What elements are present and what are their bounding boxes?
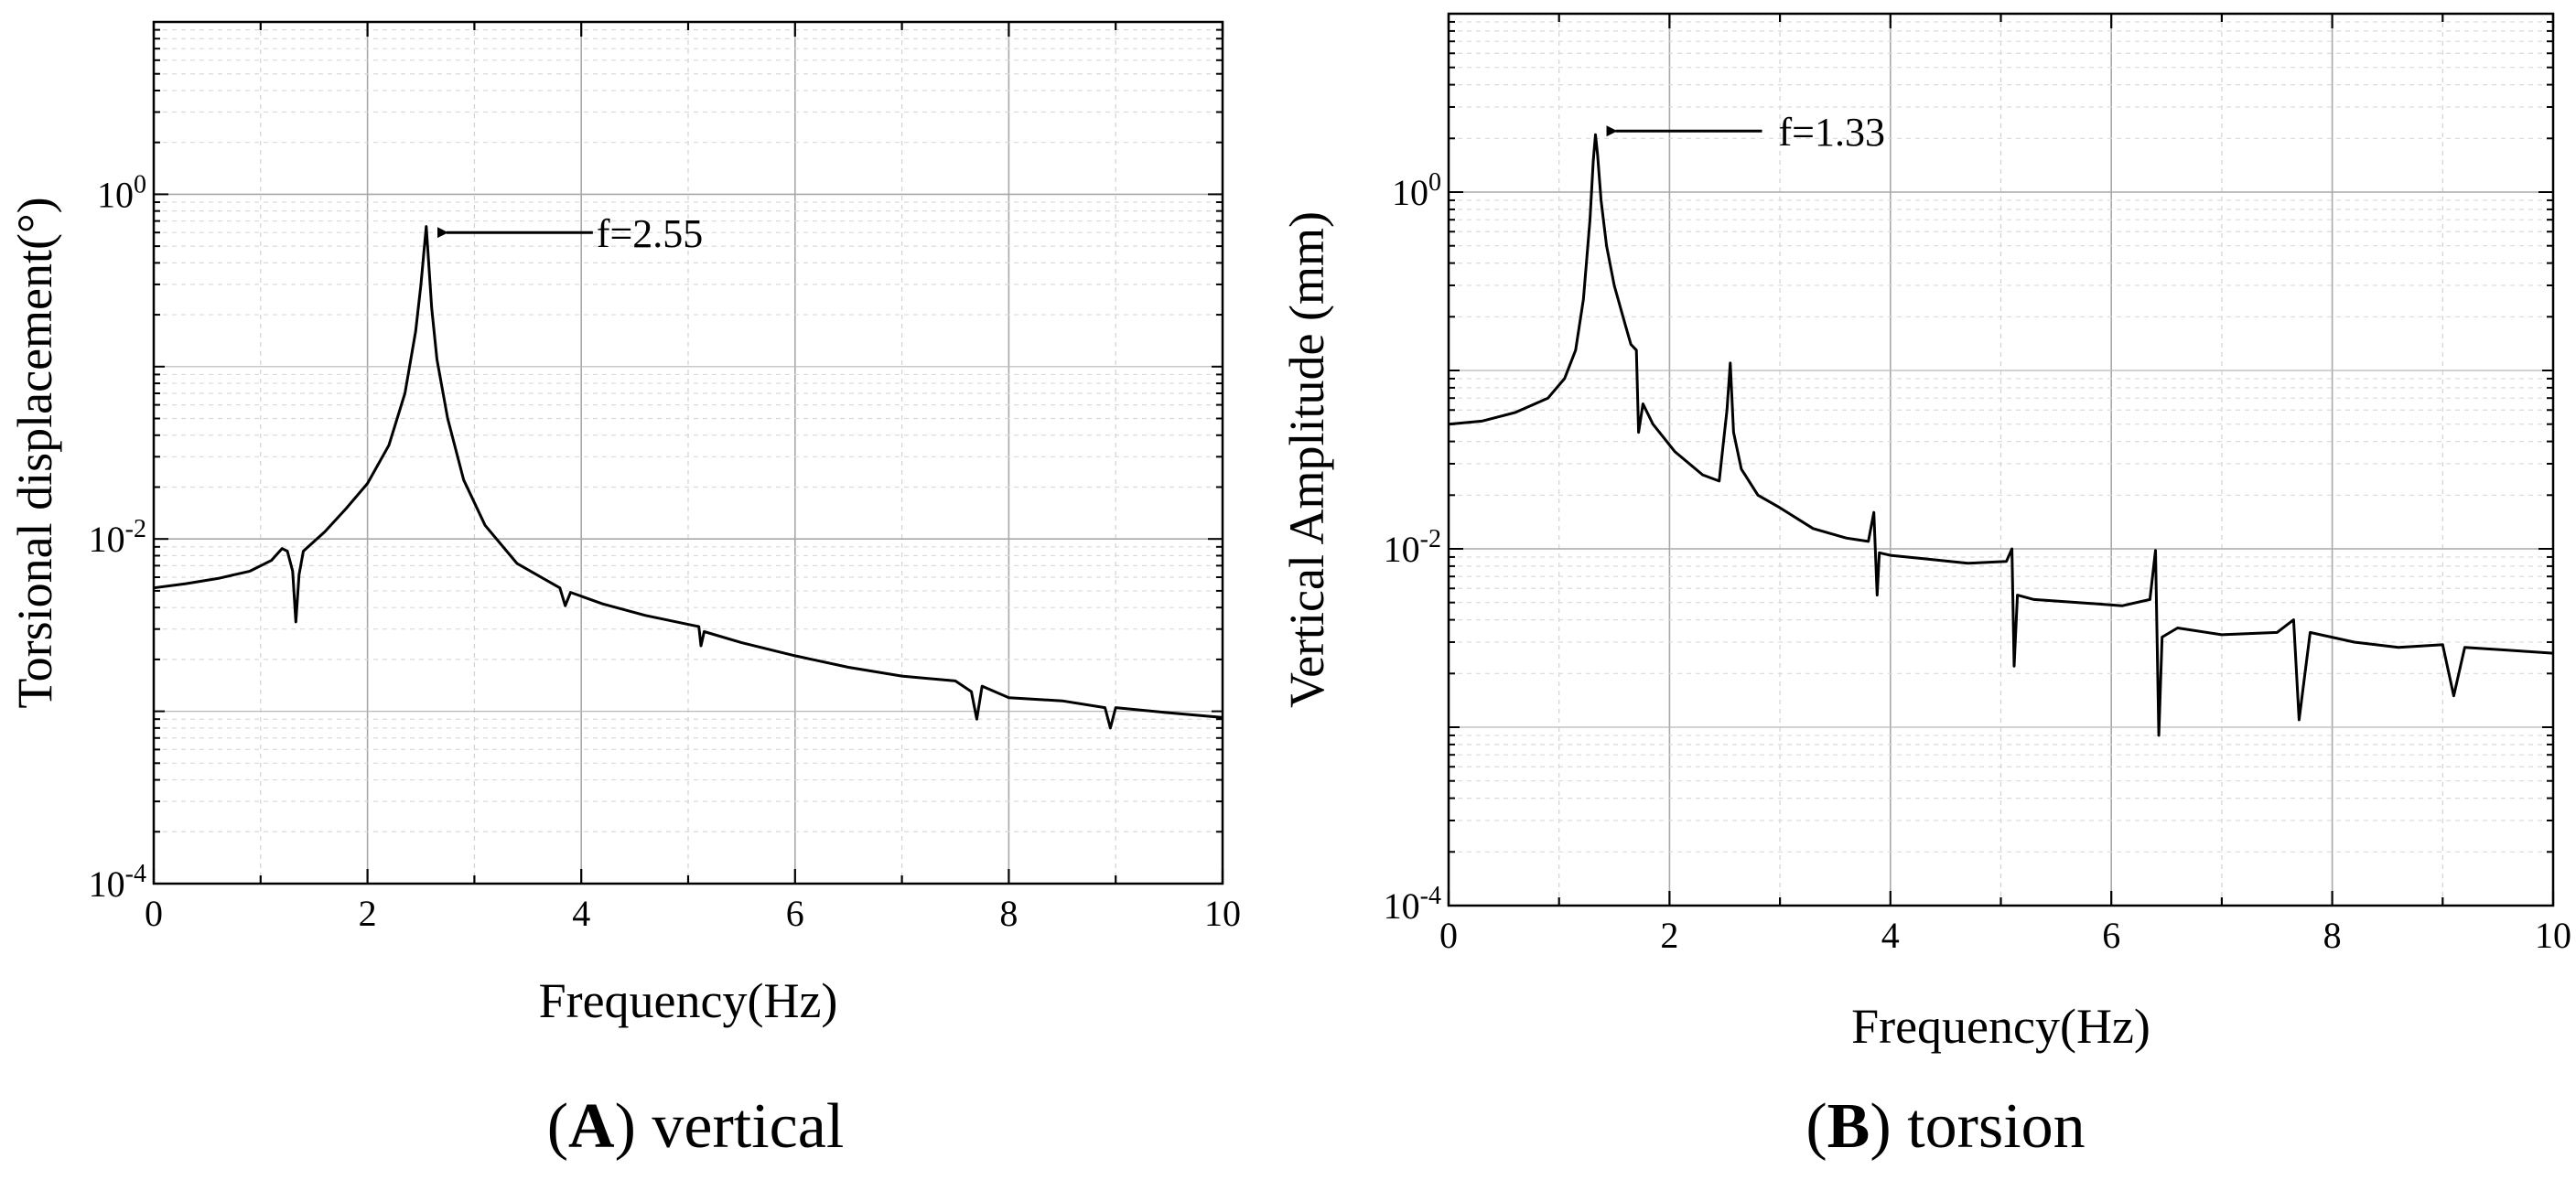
y-tick-label: 100 xyxy=(97,170,146,215)
x-tick-label: 2 xyxy=(1660,915,1678,956)
x-tick-label: 10 xyxy=(2535,915,2571,956)
y-tick-label: 10-4 xyxy=(89,860,146,905)
y-tick-label: 100 xyxy=(1392,168,1441,213)
chart-a-annotation: f=2.55 xyxy=(437,211,703,256)
x-tick-label: 10 xyxy=(1204,893,1241,934)
chart-a-ylabel: Torsional displacement(°) xyxy=(7,197,62,708)
caption-b: (B) torsion xyxy=(1805,1091,2086,1162)
chart-b-xlabel: Frequency(Hz) xyxy=(1851,999,2150,1054)
x-tick-label: 4 xyxy=(572,893,590,934)
chart-b-ylabel: Vertical Amplitude (mm) xyxy=(1279,211,1334,708)
chart-a-xlabel: Frequency(Hz) xyxy=(539,973,838,1028)
chart-b-ticks xyxy=(1447,13,2555,906)
y-tick-label: 10-4 xyxy=(1384,882,1441,927)
chart-b-annotation: f=1.33 xyxy=(1606,110,1885,155)
x-tick-label: 0 xyxy=(145,893,163,934)
annotation-label: f=1.33 xyxy=(1779,110,1885,155)
x-tick-label: 8 xyxy=(999,893,1018,934)
chart-a: 0 2 4 6 8 10 10-4 10-2 100 Frequency(Hz) Torsional… xyxy=(7,20,1241,1028)
x-tick-label: 6 xyxy=(2102,915,2120,956)
x-tick-label: 6 xyxy=(786,893,804,934)
x-tick-label: 4 xyxy=(1881,915,1900,956)
chart-a-ticks xyxy=(152,21,1224,885)
x-tick-label: 8 xyxy=(2323,915,2342,956)
chart-b-series-line xyxy=(1448,133,2554,737)
caption-b-text: torsion xyxy=(1907,1091,2086,1162)
chart-b: 0 2 4 6 8 10 10-4 10-2 100 Frequency(Hz) Vertical … xyxy=(1279,12,2571,1054)
caption-a: (A) vertical xyxy=(546,1091,845,1162)
chart-a-series-line xyxy=(153,225,1223,730)
caption-a-text: vertical xyxy=(652,1091,845,1162)
x-tick-label: 0 xyxy=(1439,915,1458,956)
annotation-label: f=2.55 xyxy=(597,211,703,256)
caption-b-label: B xyxy=(1827,1091,1870,1162)
caption-a-label: A xyxy=(568,1091,615,1162)
chart-b-grid xyxy=(1448,14,2554,906)
x-tick-label: 2 xyxy=(359,893,377,934)
y-tick-label: 10-2 xyxy=(89,515,146,560)
chart-b-axes-box xyxy=(1447,12,2555,907)
y-tick-label: 10-2 xyxy=(1384,525,1441,570)
chart-a-grid xyxy=(153,22,1223,885)
